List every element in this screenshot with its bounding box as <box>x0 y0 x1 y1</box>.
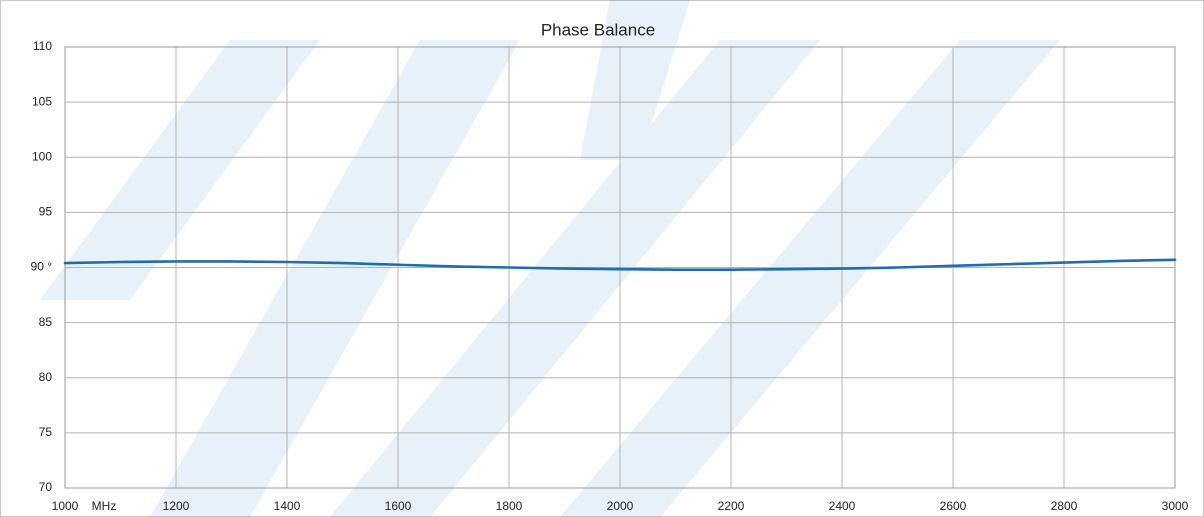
watermark-shape <box>330 40 820 517</box>
y-tick-label: 85 <box>39 315 53 329</box>
watermark-shape <box>40 40 320 300</box>
watermark-shape <box>560 40 1060 517</box>
y-tick-label: 100 <box>32 149 52 163</box>
x-tick-label: 1400 <box>274 499 301 513</box>
x-tick-label: 2800 <box>1051 499 1078 513</box>
y-tick-label: 90 ° <box>31 260 53 274</box>
y-tick-label: 110 <box>33 39 52 53</box>
watermark-shape <box>580 0 690 160</box>
plot-frame <box>64 46 1176 489</box>
x-tick-label: 3000 <box>1162 499 1189 513</box>
x-tick-label: 1800 <box>496 499 523 513</box>
x-tick-label: 2400 <box>829 499 856 513</box>
x-tick-label: 2600 <box>940 499 967 513</box>
x-axis-label: MHz <box>92 499 117 513</box>
x-tick-label: 1200 <box>163 499 190 513</box>
y-tick-label: 75 <box>39 425 53 439</box>
y-tick-label: 80 <box>39 370 53 384</box>
watermark <box>40 0 1060 517</box>
x-tick-label: 1000 <box>52 499 79 513</box>
y-tick-label: 95 <box>39 205 53 219</box>
y-tick-label: 105 <box>32 94 52 108</box>
chart-title: Phase Balance <box>541 20 655 39</box>
data-line <box>63 258 1177 272</box>
x-tick-label: 2200 <box>718 499 745 513</box>
watermark-shape <box>150 40 520 517</box>
x-tick-label: 2000 <box>607 499 634 513</box>
x-tick-label: 1600 <box>385 499 412 513</box>
y-tick-label: 70 <box>39 480 53 494</box>
